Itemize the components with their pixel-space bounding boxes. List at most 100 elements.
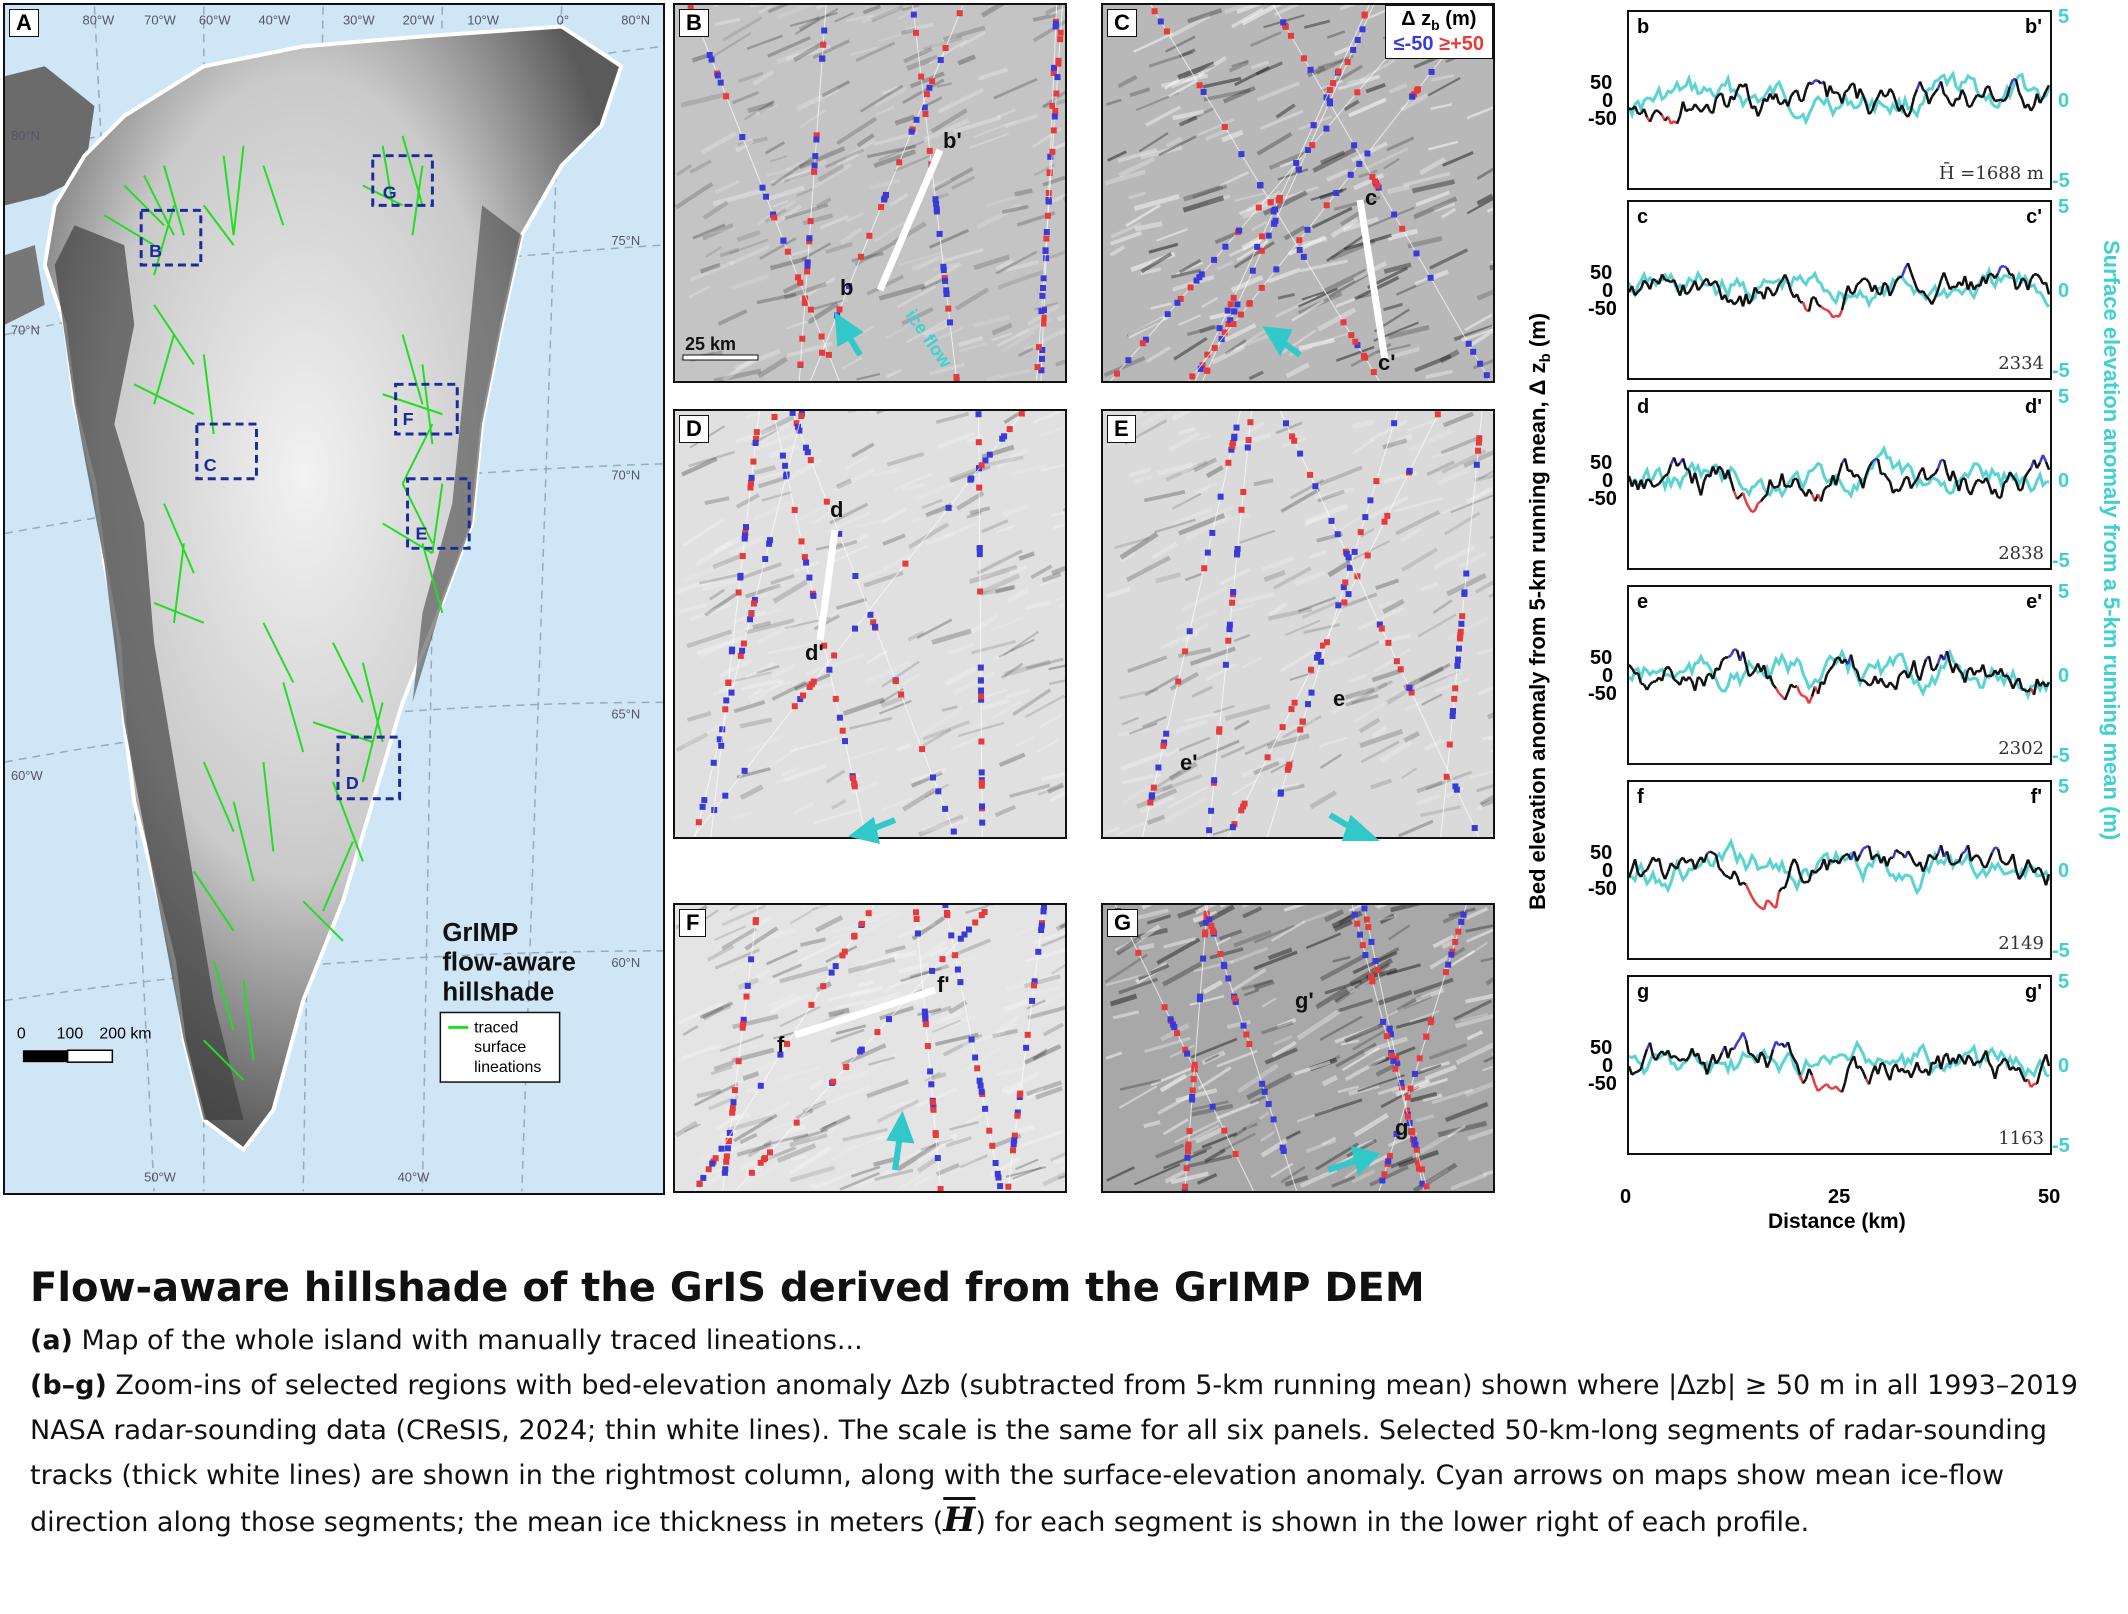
bed-anomaly-segment <box>1817 303 1822 308</box>
texture-stroke <box>823 1144 855 1166</box>
anomaly-marker <box>1230 294 1237 301</box>
texture-stroke <box>832 918 881 933</box>
anomaly-marker <box>989 1142 996 1149</box>
texture-stroke <box>1419 1126 1461 1154</box>
texture-stroke <box>1041 935 1065 948</box>
texture-stroke <box>1112 1010 1140 1020</box>
texture-stroke <box>1388 82 1408 94</box>
zoom-box-d[interactable] <box>336 735 402 801</box>
bed-anomaly-segment <box>1990 95 1997 102</box>
bed-anomaly-segment <box>1846 285 1853 294</box>
bed-anomaly-segment <box>1790 683 1795 689</box>
zoom-box-g[interactable] <box>371 154 434 207</box>
anomaly-marker <box>1189 373 1196 380</box>
anomaly-marker <box>1324 639 1330 646</box>
texture-stroke <box>1002 630 1039 657</box>
bed-anomaly-segment <box>1919 1069 1924 1074</box>
texture-stroke <box>1434 677 1470 693</box>
anomaly-marker <box>843 1064 850 1070</box>
bed-anomaly-segment <box>2017 677 2024 690</box>
bed-anomaly-segment <box>1795 1063 1802 1076</box>
anomaly-marker <box>741 535 748 542</box>
legend-line: lineations <box>474 1059 541 1076</box>
texture-stroke <box>708 1094 740 1111</box>
right-tick: -5 <box>2052 940 2070 962</box>
bed-anomaly-segment <box>1646 478 1651 482</box>
texture-stroke <box>1202 76 1242 89</box>
anomaly-marker <box>1220 961 1227 968</box>
anomaly-marker <box>1240 489 1247 495</box>
legend-line: traced <box>474 1019 518 1036</box>
texture-stroke <box>880 694 906 708</box>
zoom-panel-g: G <box>1101 903 1495 1193</box>
texture-stroke <box>1041 772 1065 781</box>
texture-stroke <box>883 553 912 572</box>
texture-stroke <box>805 663 829 676</box>
anomaly-marker <box>1342 579 1349 586</box>
radar-track <box>798 5 827 381</box>
texture-stroke <box>1039 327 1065 345</box>
texture-stroke <box>713 925 746 942</box>
zoom-box-f[interactable] <box>394 382 459 436</box>
texture-stroke <box>815 915 844 933</box>
anomaly-marker <box>928 161 935 168</box>
zoom-box-c[interactable] <box>195 422 258 481</box>
anomaly-marker <box>1035 948 1042 955</box>
texture-stroke <box>969 506 991 515</box>
zoom-box-b[interactable] <box>139 208 203 267</box>
texture-stroke <box>713 5 719 8</box>
bed-anomaly-segment <box>1921 864 1928 873</box>
texture-stroke <box>1297 287 1338 308</box>
caption-a: (a) Map of the whole island with manuall… <box>30 1318 2100 1363</box>
texture-stroke <box>941 705 958 712</box>
texture-stroke <box>1184 712 1219 723</box>
texture-stroke <box>688 285 710 299</box>
anomaly-marker <box>921 1008 928 1015</box>
anomaly-marker <box>1177 295 1184 302</box>
texture-stroke <box>1143 1120 1161 1129</box>
anomaly-marker <box>735 589 742 596</box>
texture-stroke <box>1376 989 1413 1006</box>
bed-anomaly-segment <box>1856 473 1861 480</box>
bed-anomaly-segment <box>2002 96 2009 102</box>
texture-stroke <box>1268 602 1287 617</box>
texture-stroke <box>1035 1086 1063 1100</box>
anomaly-marker <box>1148 793 1155 800</box>
texture-stroke <box>1477 470 1493 481</box>
texture-stroke <box>1148 50 1194 68</box>
anomaly-marker <box>943 909 950 916</box>
texture-stroke <box>729 905 741 912</box>
anomaly-marker <box>744 982 751 989</box>
texture-stroke <box>1115 935 1143 956</box>
texture-stroke <box>1275 103 1296 119</box>
zoom-box-e[interactable] <box>406 477 471 550</box>
bed-anomaly-segment <box>1972 284 1979 291</box>
left-tick: 50 <box>1590 72 1613 94</box>
hillshade-texture <box>1103 5 1493 381</box>
bed-anomaly-segment <box>1783 273 1790 282</box>
anomaly-marker <box>762 556 769 562</box>
texture-stroke <box>1105 971 1152 987</box>
anomaly-marker <box>811 162 818 169</box>
bed-anomaly-segment <box>1954 663 1961 671</box>
texture-stroke <box>732 1014 779 1030</box>
anomaly-marker <box>1388 1052 1395 1059</box>
texture-stroke <box>907 630 925 642</box>
right-tick: -5 <box>2052 170 2070 192</box>
anomaly-marker <box>1413 250 1420 257</box>
bed-anomaly-segment <box>1841 854 1846 859</box>
anomaly-marker <box>747 484 754 491</box>
texture-stroke <box>783 764 826 783</box>
bed-anomaly-segment <box>2026 859 2033 868</box>
texture-stroke <box>713 1060 735 1072</box>
texture-stroke <box>1256 81 1301 102</box>
texture-stroke <box>948 466 979 481</box>
bed-anomaly-segment <box>1825 859 1832 871</box>
anomaly-marker <box>926 84 933 91</box>
texture-stroke <box>743 99 776 121</box>
texture-stroke <box>855 41 896 62</box>
anomaly-marker <box>1365 924 1372 930</box>
texture-stroke <box>897 7 919 21</box>
anomaly-marker <box>942 277 949 284</box>
anomaly-marker <box>846 283 852 290</box>
